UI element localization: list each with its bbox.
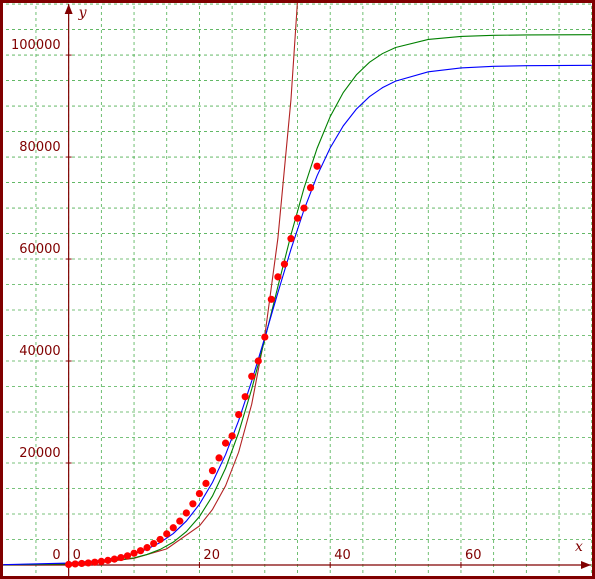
y-axis-arrow [64,4,73,14]
data-point [221,439,230,447]
x-tick-label: 40 [334,548,351,563]
x-axis-arrow [581,560,591,569]
data-point [91,558,99,566]
x-tick-label: 20 [203,548,220,563]
data-point [293,214,302,222]
data-point [163,530,171,538]
data-point [195,489,204,498]
labels: x y 0 20 40 60 0 20000 40000 60000 80000 100000 [11,5,583,563]
data-point [254,357,262,365]
y-tick-label: 60000 [19,242,60,257]
data-point [143,544,151,552]
data-point [208,467,217,475]
plot-area [3,3,592,569]
data-point [248,372,256,380]
y-axis-label: y [78,5,88,21]
data-point [280,260,289,268]
data-point [202,479,210,487]
y-tick-label: 80000 [19,140,60,155]
data-point [228,432,236,440]
data-point [130,549,138,557]
data-point [169,524,177,532]
axes [0,4,591,579]
data-point [117,553,125,562]
data-point [78,559,86,568]
data-point [97,557,105,566]
x-tick-label: 0 [73,548,81,563]
y-tick-label: 0 [52,548,60,563]
data-point [71,560,79,568]
data-point [176,517,184,525]
data-point [65,560,73,569]
data-point [215,454,223,462]
y-tick-label: 20000 [19,446,60,461]
data-point [84,559,92,567]
data-point [150,539,158,548]
curve [3,34,592,566]
data-point [136,547,145,555]
data-point [274,273,282,281]
data-point [110,555,119,563]
data-point [300,204,308,212]
data-point [241,393,249,401]
data-point [306,184,315,192]
x-tick-label: 60 [465,548,482,563]
data-point [156,535,164,544]
data-point [123,552,132,560]
data-point [261,333,269,341]
data-point [104,556,112,564]
data-point [267,295,275,303]
data-point [182,509,190,517]
y-tick-label: 40000 [19,344,60,359]
x-axis-label: x [575,539,583,555]
data-point [189,500,197,508]
y-tick-label: 100000 [11,38,61,53]
data-point [313,162,321,170]
data-point [287,235,295,243]
data-point [235,410,243,419]
